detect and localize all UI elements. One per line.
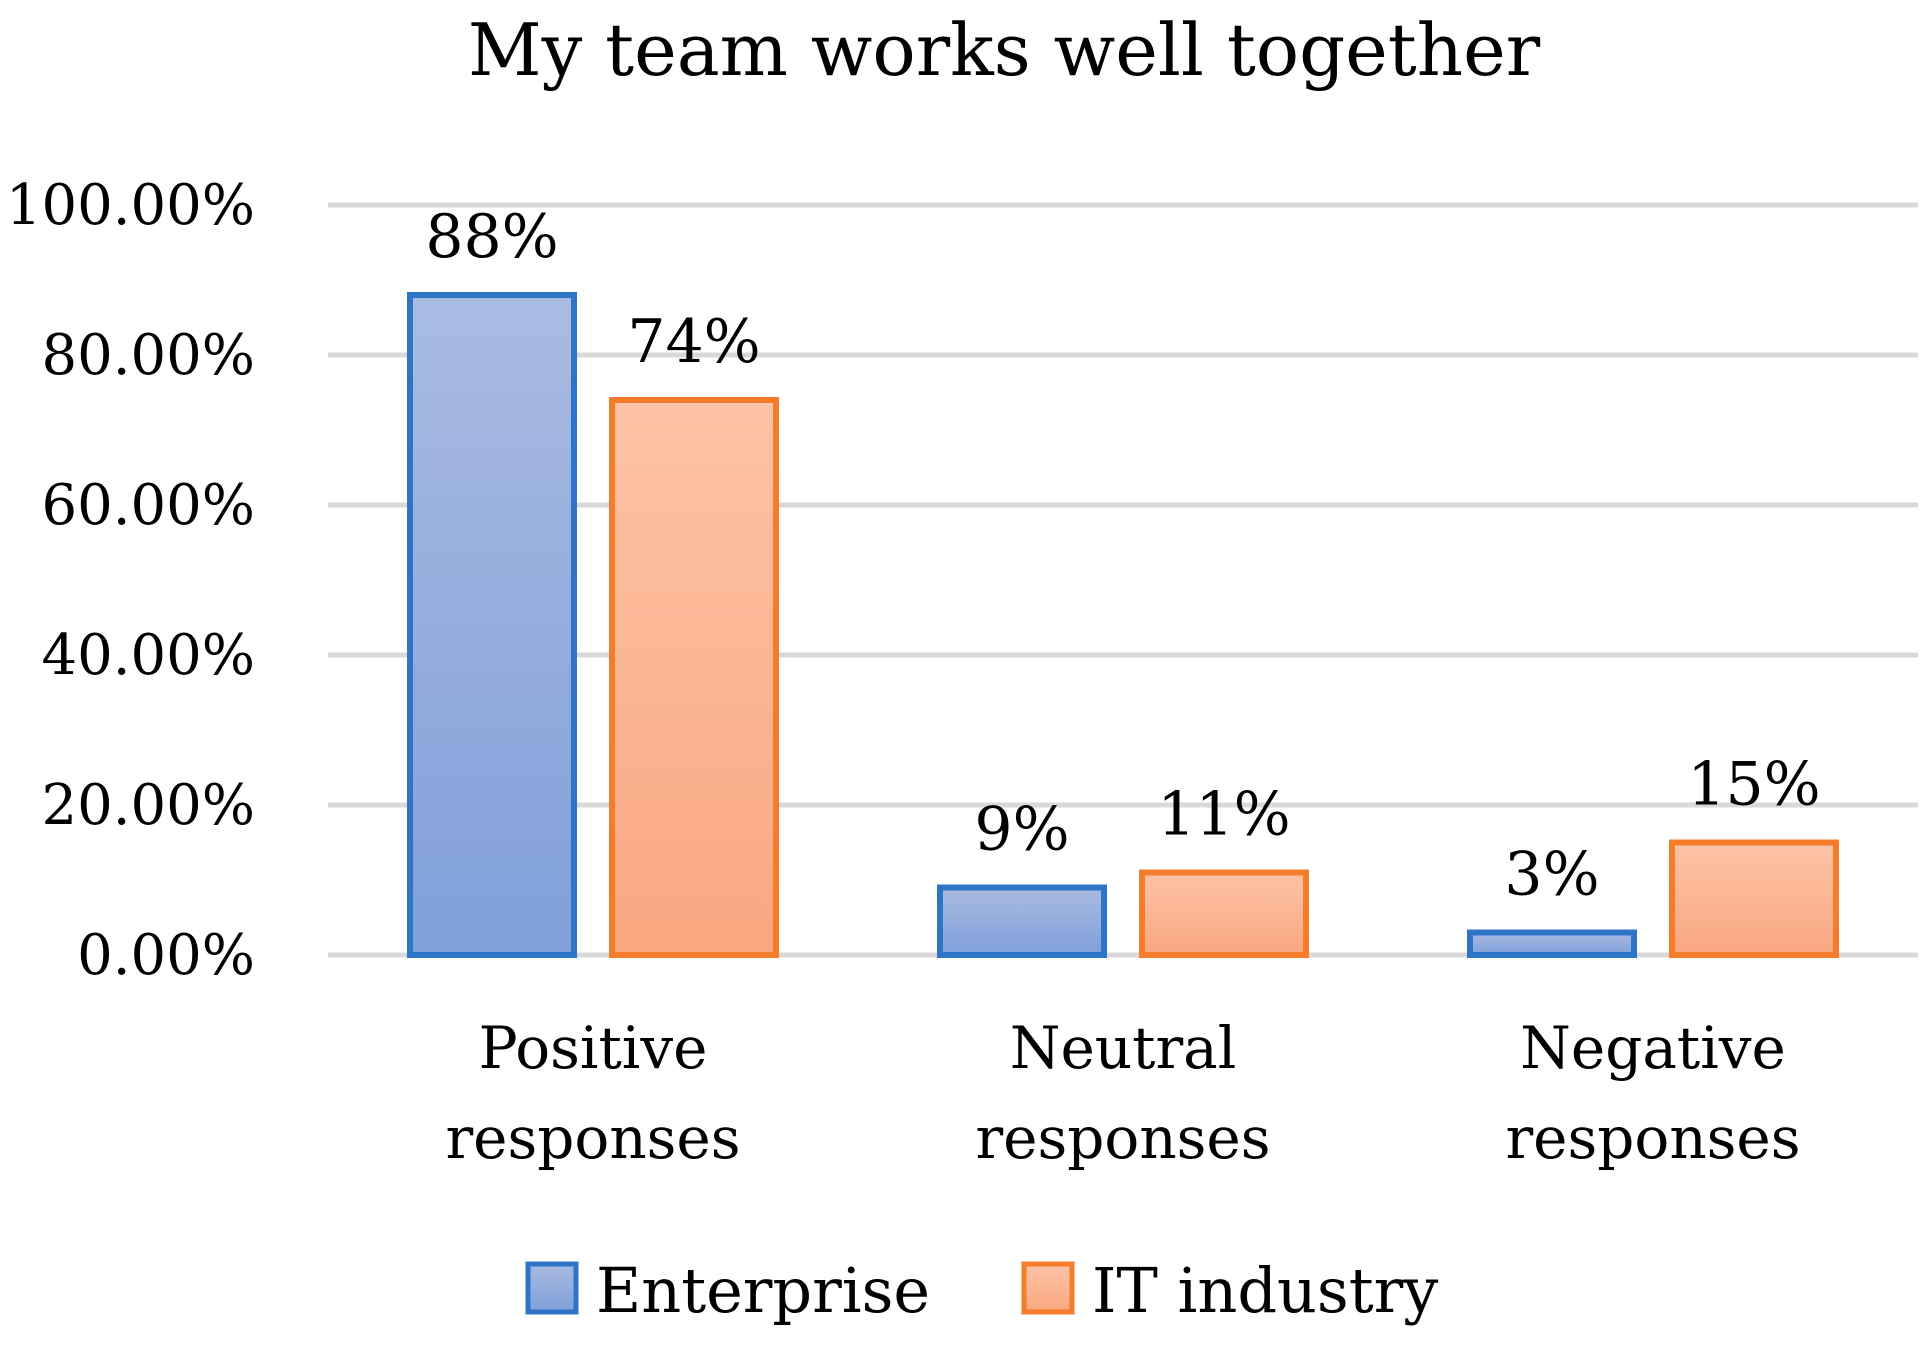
x-axis-category-labels: Positive responses Neutral responses Negativ… [445, 1014, 1800, 1172]
y-tick-label: 0.00% [77, 923, 255, 988]
category-label: Positive [479, 1014, 708, 1082]
data-label: 3% [1504, 840, 1599, 910]
chart-title: My team works well together [468, 8, 1541, 92]
legend-label: Enterprise [596, 1254, 930, 1327]
y-tick-label: 20.00% [41, 773, 255, 838]
data-label: 88% [425, 202, 558, 272]
y-axis-tick-labels: 0.00% 20.00% 40.00% 60.00% 80.00% 100.00% [6, 173, 255, 988]
data-label: 9% [974, 795, 1069, 865]
y-tick-label: 100.00% [6, 173, 255, 238]
category-label: responses [1505, 1104, 1800, 1172]
gridlines [328, 202, 1918, 958]
data-label: 11% [1157, 780, 1290, 850]
y-tick-label: 60.00% [41, 473, 255, 538]
data-label: 74% [627, 307, 760, 377]
category-label: Neutral [1010, 1014, 1237, 1082]
bar-0-1 [937, 884, 1107, 958]
legend-label: IT industry [1092, 1254, 1438, 1327]
bar-1-2 [1669, 839, 1839, 958]
bar-0-2 [1467, 929, 1637, 958]
y-tick-label: 40.00% [41, 623, 255, 688]
bar-1-0 [609, 397, 779, 958]
data-labels: 88% 74% 9% 11% 3% 15% [425, 202, 1820, 910]
bar-1-1 [1139, 869, 1309, 958]
category-label: Negative [1520, 1014, 1786, 1082]
legend-swatch [1021, 1261, 1075, 1315]
bar-0-0 [407, 292, 577, 958]
legend: Enterprise IT industry [525, 1254, 1438, 1327]
legend-swatch [525, 1261, 579, 1315]
bars [407, 292, 1839, 958]
data-label: 15% [1687, 750, 1820, 820]
category-label: responses [445, 1104, 740, 1172]
y-tick-label: 80.00% [41, 323, 255, 388]
category-label: responses [975, 1104, 1270, 1172]
